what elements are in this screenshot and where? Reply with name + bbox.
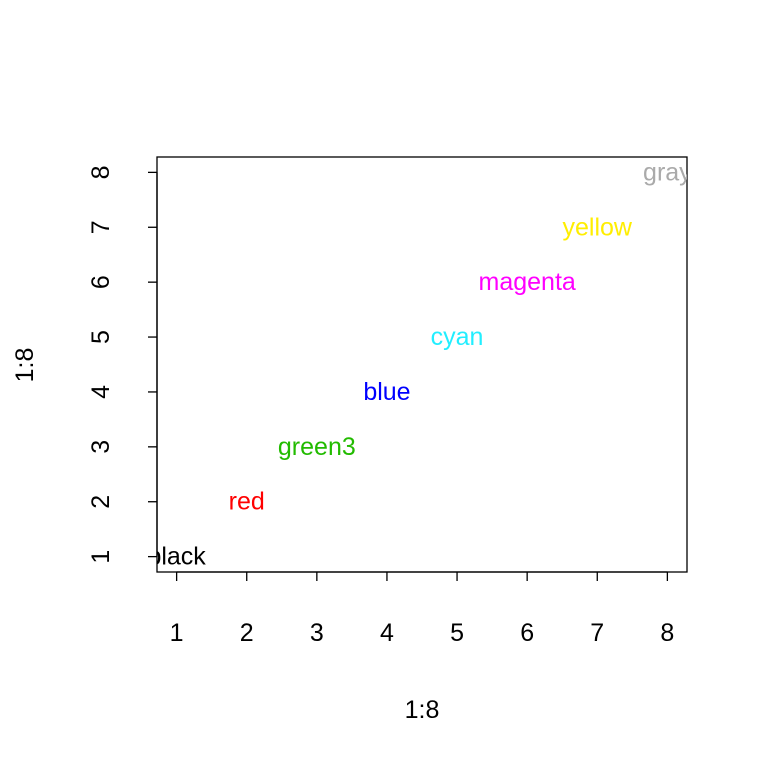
point-label-magenta: magenta	[479, 268, 576, 296]
y-tick-label: 8	[87, 165, 115, 179]
y-tick-label: 4	[87, 385, 115, 399]
x-tick-label: 8	[660, 619, 674, 647]
x-tick-label: 3	[310, 619, 324, 647]
y-tick-label: 2	[87, 495, 115, 509]
point-label-yellow: yellow	[563, 213, 633, 241]
point-label-blue: blue	[363, 378, 410, 406]
point-label-cyan: cyan	[431, 323, 484, 351]
x-axis-title: 1:8	[405, 696, 440, 724]
y-tick-label: 5	[87, 330, 115, 344]
y-tick-label: 3	[87, 440, 115, 454]
x-axis: 1 2 3 4 5 6 7 8	[170, 571, 674, 647]
y-tick-label: 7	[87, 220, 115, 234]
y-tick-label: 1	[87, 550, 115, 564]
x-tick-label: 5	[450, 619, 464, 647]
point-label-black: black	[147, 543, 206, 571]
x-tick-label: 6	[520, 619, 534, 647]
x-tick-label: 4	[380, 619, 394, 647]
point-label-gray: gray	[643, 158, 692, 186]
y-axis-title: 1:8	[11, 348, 39, 383]
x-tick-label: 1	[170, 619, 184, 647]
x-tick-label: 7	[590, 619, 604, 647]
point-label-red: red	[229, 488, 265, 516]
y-axis: 1 2 3 4 5 6 7 8	[87, 165, 158, 564]
point-label-green3: green3	[278, 433, 356, 461]
y-tick-label: 6	[87, 275, 115, 289]
x-tick-label: 2	[240, 619, 254, 647]
